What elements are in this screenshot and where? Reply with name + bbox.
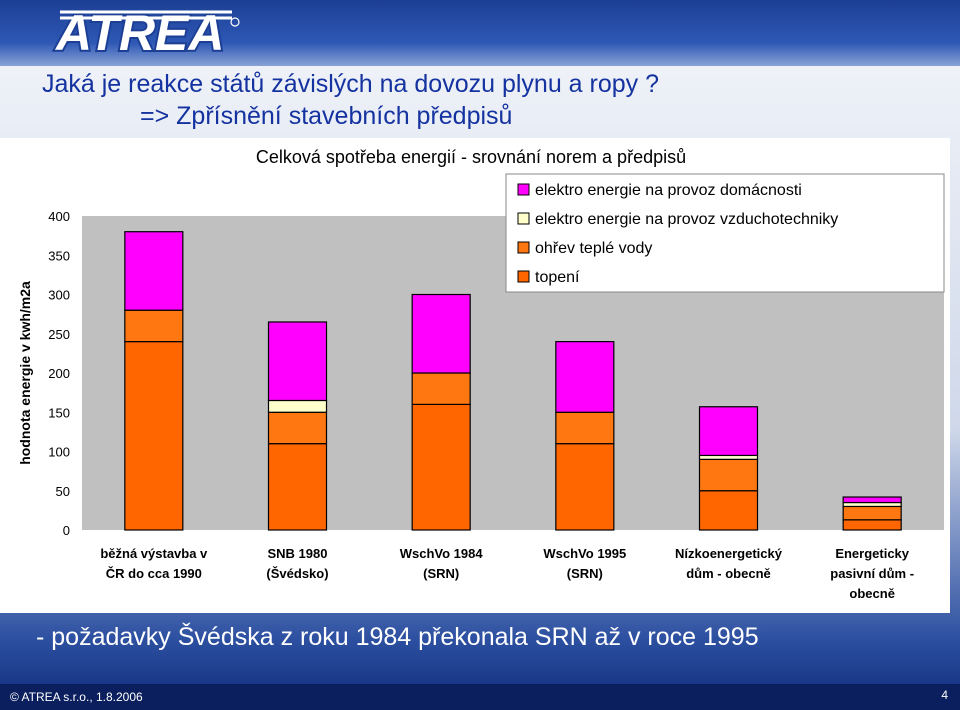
legend-box — [505, 173, 945, 293]
y-tick-label: 0 — [63, 523, 70, 538]
bar-segment — [124, 341, 184, 531]
bar-segment — [411, 403, 471, 531]
bar-segment — [555, 411, 615, 445]
bar-segment — [267, 443, 328, 531]
bar-segment — [555, 443, 615, 531]
legend-item: ohřev teplé vody — [535, 240, 652, 257]
x-tick-label: (SRN) — [423, 566, 459, 581]
x-tick-label: obecně — [849, 586, 895, 601]
footer: © ATREA s.r.o., 1.8.2006 4 — [0, 684, 960, 710]
y-tick-label: 300 — [48, 288, 70, 303]
x-tick-label: Nízkoenergetický — [675, 546, 783, 561]
x-tick-label: WschVo 1984 — [400, 546, 484, 561]
y-tick-label: 200 — [48, 366, 70, 381]
header-band: ATREA — [0, 0, 960, 66]
legend-swatch — [517, 270, 530, 283]
y-tick-label: 100 — [48, 445, 70, 460]
y-tick-label: 250 — [48, 327, 70, 342]
bar-segment — [698, 458, 759, 492]
bottom-note: - požadavky Švédska z roku 1984 překonal… — [36, 623, 759, 651]
legend: elektro energie na provoz domácnosti elek… — [505, 173, 945, 293]
legend-swatch — [517, 183, 530, 196]
x-tick-label: pasivní dům - — [830, 566, 914, 581]
x-tick-label: (SRN) — [567, 566, 603, 581]
page-number: 4 — [941, 688, 948, 702]
y-tick-label: 350 — [48, 248, 70, 263]
x-tick-label: Energeticky — [835, 546, 909, 561]
legend-item: topení — [535, 269, 580, 286]
slide-title: Jaká je reakce států závislých na dovozu… — [42, 70, 660, 98]
x-tick-label: WschVo 1995 — [543, 546, 626, 561]
x-tick-label: ČR do cca 1990 — [106, 566, 202, 581]
bar-segment — [842, 496, 902, 504]
bar-segment — [698, 490, 759, 531]
footer-copyright: © ATREA s.r.o., 1.8.2006 — [10, 690, 143, 704]
legend-item: elektro energie na provoz vzduchotechnik… — [535, 211, 838, 228]
bar-segment — [124, 309, 184, 343]
bar-segment — [267, 399, 328, 413]
bar-segment — [555, 341, 615, 413]
slide-subtitle: => Zpřísnění stavebních předpisů — [140, 102, 513, 130]
atrea-logo: ATREA — [52, 3, 240, 60]
x-tick-label: (Švédsko) — [266, 566, 328, 581]
bar-segment — [267, 411, 328, 445]
bar-segment — [124, 231, 184, 311]
legend-swatch — [517, 241, 530, 254]
x-tick-label: běžná výstavba v — [100, 546, 208, 561]
x-tick-label: SNB 1980 — [268, 546, 328, 561]
bar-segment — [411, 293, 471, 374]
bar-segment — [842, 505, 902, 521]
legend-swatch — [517, 212, 530, 225]
bar-segment — [267, 321, 328, 402]
chart-title: Celková spotřeba energií - srovnání nore… — [256, 147, 686, 167]
y-tick-label: 400 — [48, 209, 70, 224]
energy-chart: Celková spotřeba energií - srovnání nore… — [17, 147, 945, 601]
x-tick-label: dům - obecně — [686, 566, 771, 581]
y-axis-label: hodnota energie v kwh/m2a — [17, 281, 33, 465]
y-tick-label: 50 — [56, 484, 70, 499]
bar-segment — [411, 372, 471, 405]
bar-segment — [698, 406, 759, 457]
y-tick-label: 150 — [48, 405, 70, 420]
legend-item: elektro energie na provoz domácnosti — [535, 182, 802, 199]
bar-segment — [842, 519, 902, 531]
